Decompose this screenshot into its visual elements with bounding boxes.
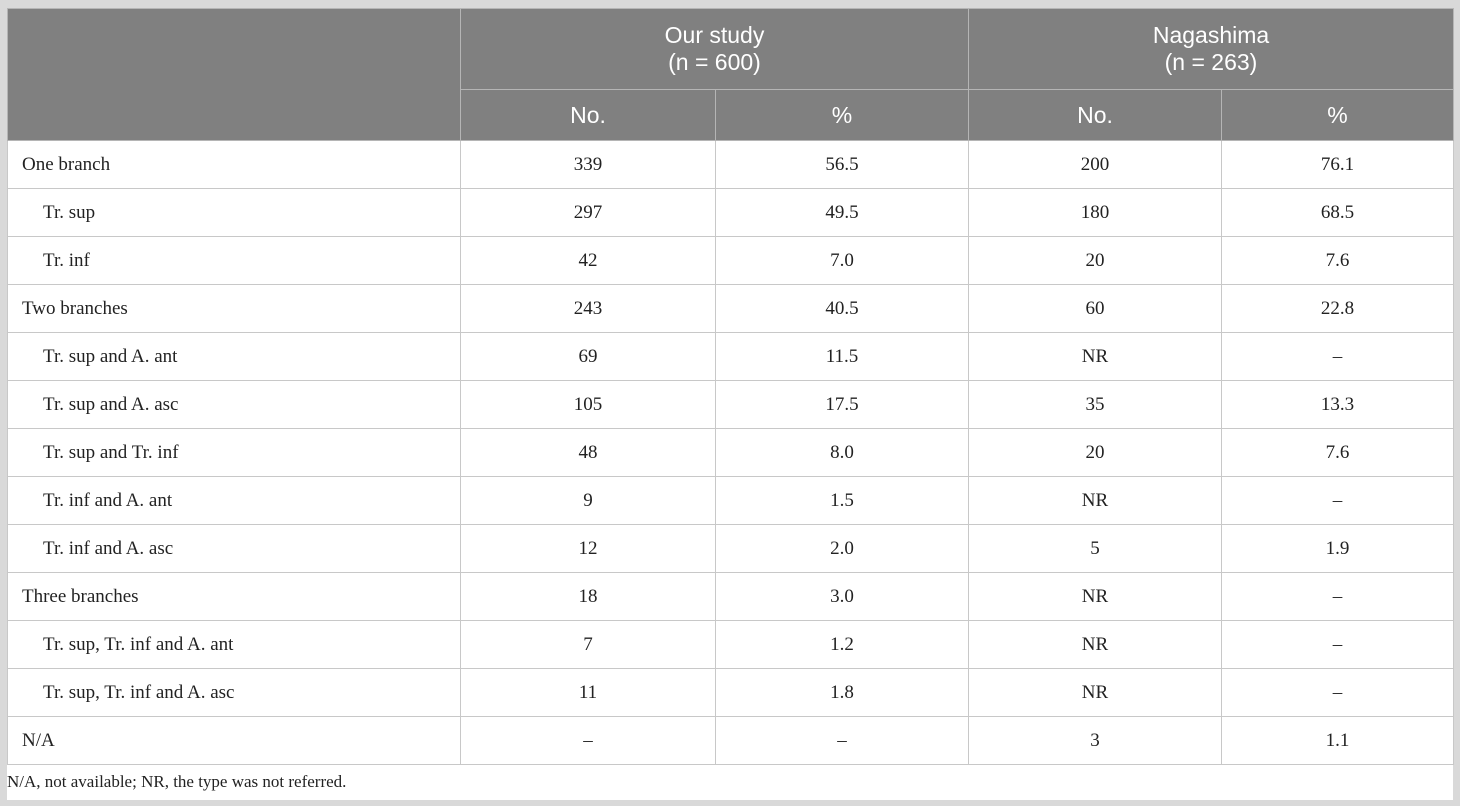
cell-percent: 8.0 <box>715 428 969 477</box>
cell-percent: 7.0 <box>715 236 969 285</box>
table-row: N/A – –3 1.1 <box>7 716 1454 765</box>
row-label: Three branches <box>7 572 461 621</box>
data-table: Our study (n = 600) Nagashima (n = 263) … <box>7 8 1454 765</box>
subheader-percent: % <box>715 89 969 141</box>
group-sample-size: (n = 600) <box>668 49 761 75</box>
cell-count: 7 <box>460 620 716 669</box>
row-label: Tr. inf and A. asc <box>7 524 461 573</box>
cell-percent: 1.5 <box>715 476 969 525</box>
header-corner <box>7 8 461 141</box>
cell-percent: 56.5 <box>715 140 969 189</box>
cell-percent: 22.8 <box>1221 284 1454 333</box>
cell-percent: 2.0 <box>715 524 969 573</box>
cell-percent: 76.1 <box>1221 140 1454 189</box>
table-row: Tr. sup, Tr. inf and A. ant 7 1.2 NR – <box>7 620 1454 669</box>
subheader-no: No. <box>968 89 1222 141</box>
table-row: Three branches 18 3.0 NR – <box>7 572 1454 621</box>
cell-count: 105 <box>460 380 716 429</box>
row-label: Two branches <box>7 284 461 333</box>
cell-percent: 1.1 <box>1221 716 1454 765</box>
group-name: Nagashima <box>1152 22 1270 48</box>
cell-count: 35 <box>968 380 1222 429</box>
cell-percent: 1.9 <box>1221 524 1454 573</box>
cell-count: 243 <box>460 284 716 333</box>
table-row: Tr. inf and A. ant 9 1.5 NR – <box>7 476 1454 525</box>
cell-count: 12 <box>460 524 716 573</box>
cell-count: 60 <box>968 284 1222 333</box>
cell-count: – <box>460 716 716 765</box>
row-label: Tr. inf <box>7 236 461 285</box>
group-name: Our study <box>664 22 765 48</box>
cell-count: 339 <box>460 140 716 189</box>
cell-count: 9 <box>460 476 716 525</box>
cell-percent: 3.0 <box>715 572 969 621</box>
table-row: Tr. inf and A. asc 12 2.0 5 1.9 <box>7 524 1454 573</box>
table-row: One branch 339 56.5 200 76.1 <box>7 140 1454 189</box>
group-header-nagashima: Nagashima (n = 263) <box>968 8 1454 90</box>
cell-count: 42 <box>460 236 716 285</box>
cell-percent: – <box>1221 332 1454 381</box>
cell-percent: 49.5 <box>715 188 969 237</box>
cell-percent: 68.5 <box>1221 188 1454 237</box>
table-row: Tr. inf 42 7.0 20 7.6 <box>7 236 1454 285</box>
table-header: Our study (n = 600) Nagashima (n = 263) … <box>7 8 1454 141</box>
row-label: Tr. sup and A. asc <box>7 380 461 429</box>
cell-count: 200 <box>968 140 1222 189</box>
cell-count: NR <box>968 668 1222 717</box>
cell-percent: – <box>1221 476 1454 525</box>
table-footnote: N/A, not available; NR, the type was not… <box>7 765 1453 796</box>
cell-count: NR <box>968 572 1222 621</box>
cell-percent: 1.8 <box>715 668 969 717</box>
row-label: Tr. sup and A. ant <box>7 332 461 381</box>
cell-count: NR <box>968 476 1222 525</box>
cell-count: 20 <box>968 236 1222 285</box>
table-body: One branch 339 56.5 200 76.1 Tr. sup 297 49.5 18… <box>7 140 1454 765</box>
subheader-percent: % <box>1221 89 1454 141</box>
group-header-our-study: Our study (n = 600) <box>460 8 969 90</box>
table-row: Tr. sup 297 49.5 180 68.5 <box>7 188 1454 237</box>
row-label: Tr. sup, Tr. inf and A. ant <box>7 620 461 669</box>
table-row: Tr. sup, Tr. inf and A. asc 11 1.8 NR – <box>7 668 1454 717</box>
cell-percent: 40.5 <box>715 284 969 333</box>
cell-count: 5 <box>968 524 1222 573</box>
cell-count: 69 <box>460 332 716 381</box>
row-label: Tr. inf and A. ant <box>7 476 461 525</box>
cell-percent: – <box>715 716 969 765</box>
cell-percent: – <box>1221 668 1454 717</box>
cell-count: NR <box>968 620 1222 669</box>
cell-count: 297 <box>460 188 716 237</box>
table-row: Tr. sup and A. ant 69 11.5 NR – <box>7 332 1454 381</box>
row-label: Tr. sup <box>7 188 461 237</box>
table-row: Tr. sup and A. asc 105 17.5 35 13.3 <box>7 380 1454 429</box>
cell-percent: – <box>1221 572 1454 621</box>
cell-percent: – <box>1221 620 1454 669</box>
cell-count: 11 <box>460 668 716 717</box>
cell-count: 48 <box>460 428 716 477</box>
cell-percent: 7.6 <box>1221 236 1454 285</box>
row-label: Tr. sup and Tr. inf <box>7 428 461 477</box>
row-label: One branch <box>7 140 461 189</box>
cell-count: 3 <box>968 716 1222 765</box>
table-row: Tr. sup and Tr. inf 48 8.0 20 7.6 <box>7 428 1454 477</box>
table-row: Two branches 243 40.5 60 22.8 <box>7 284 1454 333</box>
subheader-no: No. <box>460 89 716 141</box>
row-label: N/A <box>7 716 461 765</box>
group-sample-size: (n = 263) <box>1164 49 1258 75</box>
cell-percent: 17.5 <box>715 380 969 429</box>
cell-count: 180 <box>968 188 1222 237</box>
cell-percent: 1.2 <box>715 620 969 669</box>
table-container: Our study (n = 600) Nagashima (n = 263) … <box>7 8 1454 800</box>
cell-count: 18 <box>460 572 716 621</box>
cell-percent: 13.3 <box>1221 380 1454 429</box>
cell-count: NR <box>968 332 1222 381</box>
row-label: Tr. sup, Tr. inf and A. asc <box>7 668 461 717</box>
cell-percent: 7.6 <box>1221 428 1454 477</box>
cell-percent: 11.5 <box>715 332 969 381</box>
cell-count: 20 <box>968 428 1222 477</box>
